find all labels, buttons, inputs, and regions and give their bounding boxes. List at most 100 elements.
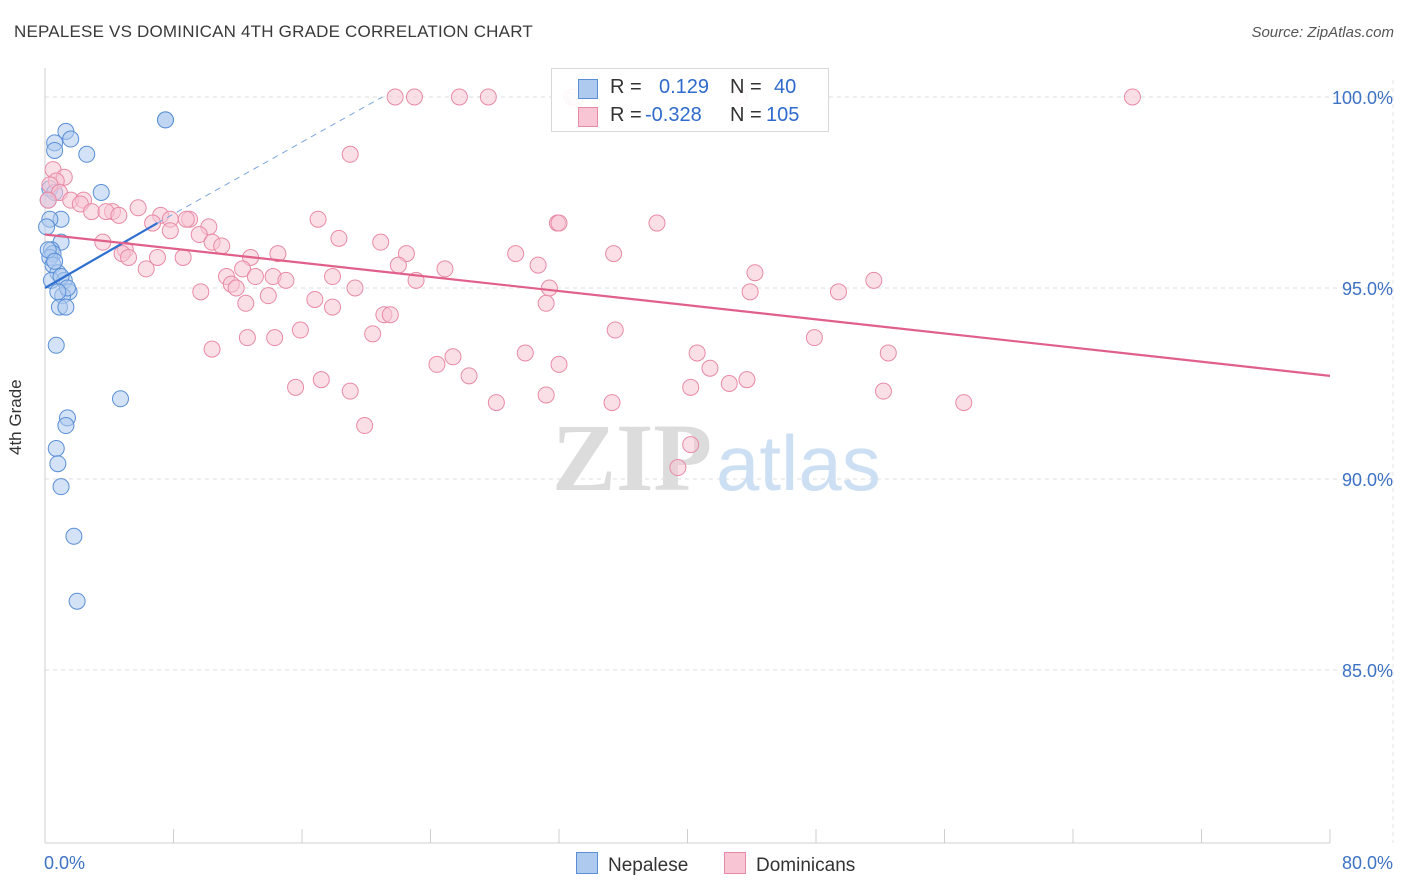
dominicans-point: [287, 378, 305, 396]
dominicans-point: [129, 199, 147, 217]
dominicans-point: [865, 271, 883, 289]
dominicans-point: [386, 88, 404, 106]
dominicans-point: [346, 279, 364, 297]
dominicans-point: [829, 283, 847, 301]
dominicans-trendline: [44, 233, 1331, 377]
dominicans-point: [682, 378, 700, 396]
nepalese-point: [57, 298, 75, 316]
dominicans-point: [746, 264, 764, 282]
dominicans-point: [720, 375, 738, 392]
nepalese-point: [52, 478, 70, 496]
nepalese-point: [49, 455, 67, 473]
nepalese-point: [78, 145, 96, 163]
dominicans-point: [955, 394, 973, 412]
nepalese-point: [47, 336, 65, 354]
watermark-zip: ZIP: [552, 404, 712, 511]
dominicans-point: [83, 203, 101, 221]
dominicans-point: [550, 355, 568, 373]
dominicans-point: [529, 256, 547, 274]
dominicans-point: [356, 417, 374, 435]
dominicans-point: [405, 88, 423, 106]
source-credit: Source: ZipAtlas.com: [1251, 24, 1394, 41]
dominicans-point: [237, 294, 255, 312]
n-label: N =: [730, 76, 762, 98]
nepalese-point: [65, 527, 83, 545]
dominicans-n-value: 105: [766, 104, 800, 126]
dominicans-point: [306, 290, 324, 308]
watermark-atlas: atlas: [716, 419, 881, 507]
legend-item-nepalese[interactable]: Nepalese: [576, 852, 688, 877]
stats-row-nepalese: R = 0.129 N = 40: [552, 73, 828, 101]
dominicans-point: [39, 191, 57, 209]
dominicans-point: [537, 386, 555, 404]
n-label: N =: [730, 104, 762, 126]
nepalese-swatch: [578, 79, 598, 99]
dominicans-point: [389, 256, 407, 274]
dominicans-point: [341, 382, 359, 400]
dominicans-point: [364, 325, 382, 343]
legend-label-dominicans: Dominicans: [756, 855, 856, 876]
dominicans-point: [381, 306, 399, 324]
dominicans-point: [330, 229, 348, 247]
dominicans-point: [436, 260, 454, 278]
dominicans-point: [879, 344, 897, 362]
nepalese-point: [46, 141, 64, 159]
dominicans-point: [291, 321, 309, 339]
dominicans-point: [277, 271, 295, 289]
dominicans-point: [479, 88, 497, 106]
r-label: R =: [610, 76, 642, 98]
y-tick-label: 95.0%: [1342, 279, 1393, 299]
dominicans-point: [309, 210, 327, 228]
dominicans-point: [1123, 88, 1141, 106]
nepalese-trendline-extension: [157, 96, 383, 224]
dominicans-point: [137, 260, 155, 278]
dominicans-point: [266, 329, 284, 347]
stats-row-dominicans: R = -0.328 N = 105: [552, 101, 828, 129]
dominicans-point: [190, 226, 208, 244]
nepalese-point: [92, 184, 110, 201]
dominicans-point: [450, 88, 468, 106]
dominicans-point: [110, 206, 128, 224]
dominicans-point: [372, 233, 390, 251]
nepalese-point: [57, 417, 75, 435]
dominicans-point: [444, 348, 462, 366]
dominicans-point: [537, 294, 555, 312]
legend-swatch-nepalese: [576, 852, 598, 874]
dominicans-point: [246, 268, 264, 286]
nepalese-point: [111, 390, 129, 408]
y-tick-label: 100.0%: [1332, 88, 1393, 108]
dominicans-point: [161, 222, 179, 240]
dominicans-point: [460, 367, 478, 385]
dominicans-point: [516, 344, 534, 362]
nepalese-point: [62, 130, 80, 148]
dominicans-point: [203, 340, 221, 358]
chart-title: NEPALESE VS DOMINICAN 4TH GRADE CORRELAT…: [14, 22, 533, 41]
dominicans-point: [741, 283, 759, 301]
nepalese-n-value: 40: [774, 76, 797, 98]
nepalese-point: [156, 111, 174, 129]
dominicans-point: [227, 279, 245, 297]
dominicans-point: [312, 371, 330, 389]
y-tick-label: 90.0%: [1342, 470, 1393, 490]
r-label: R =: [610, 104, 642, 126]
dominicans-point: [669, 459, 687, 477]
legend-item-dominicans[interactable]: Dominicans: [724, 852, 855, 877]
dominicans-point: [701, 359, 719, 377]
dominicans-point: [428, 355, 446, 373]
dominicans-point: [874, 382, 892, 400]
nepalese-trendline: [44, 222, 158, 289]
nepalese-point: [68, 592, 86, 610]
dominicans-r-value: -0.328: [645, 104, 702, 126]
dominicans-point: [238, 329, 256, 347]
nepalese-r-value: 0.129: [659, 76, 710, 98]
dominicans-point: [682, 436, 700, 454]
dominicans-point: [550, 214, 568, 232]
dominicans-point: [174, 248, 192, 266]
nepalese-point: [47, 439, 65, 457]
nepalese-point: [49, 283, 67, 301]
dominicans-point: [324, 298, 342, 316]
dominicans-point: [148, 248, 166, 266]
dominicans-point: [648, 214, 666, 232]
x-tick-label: 80.0%: [1342, 853, 1393, 873]
